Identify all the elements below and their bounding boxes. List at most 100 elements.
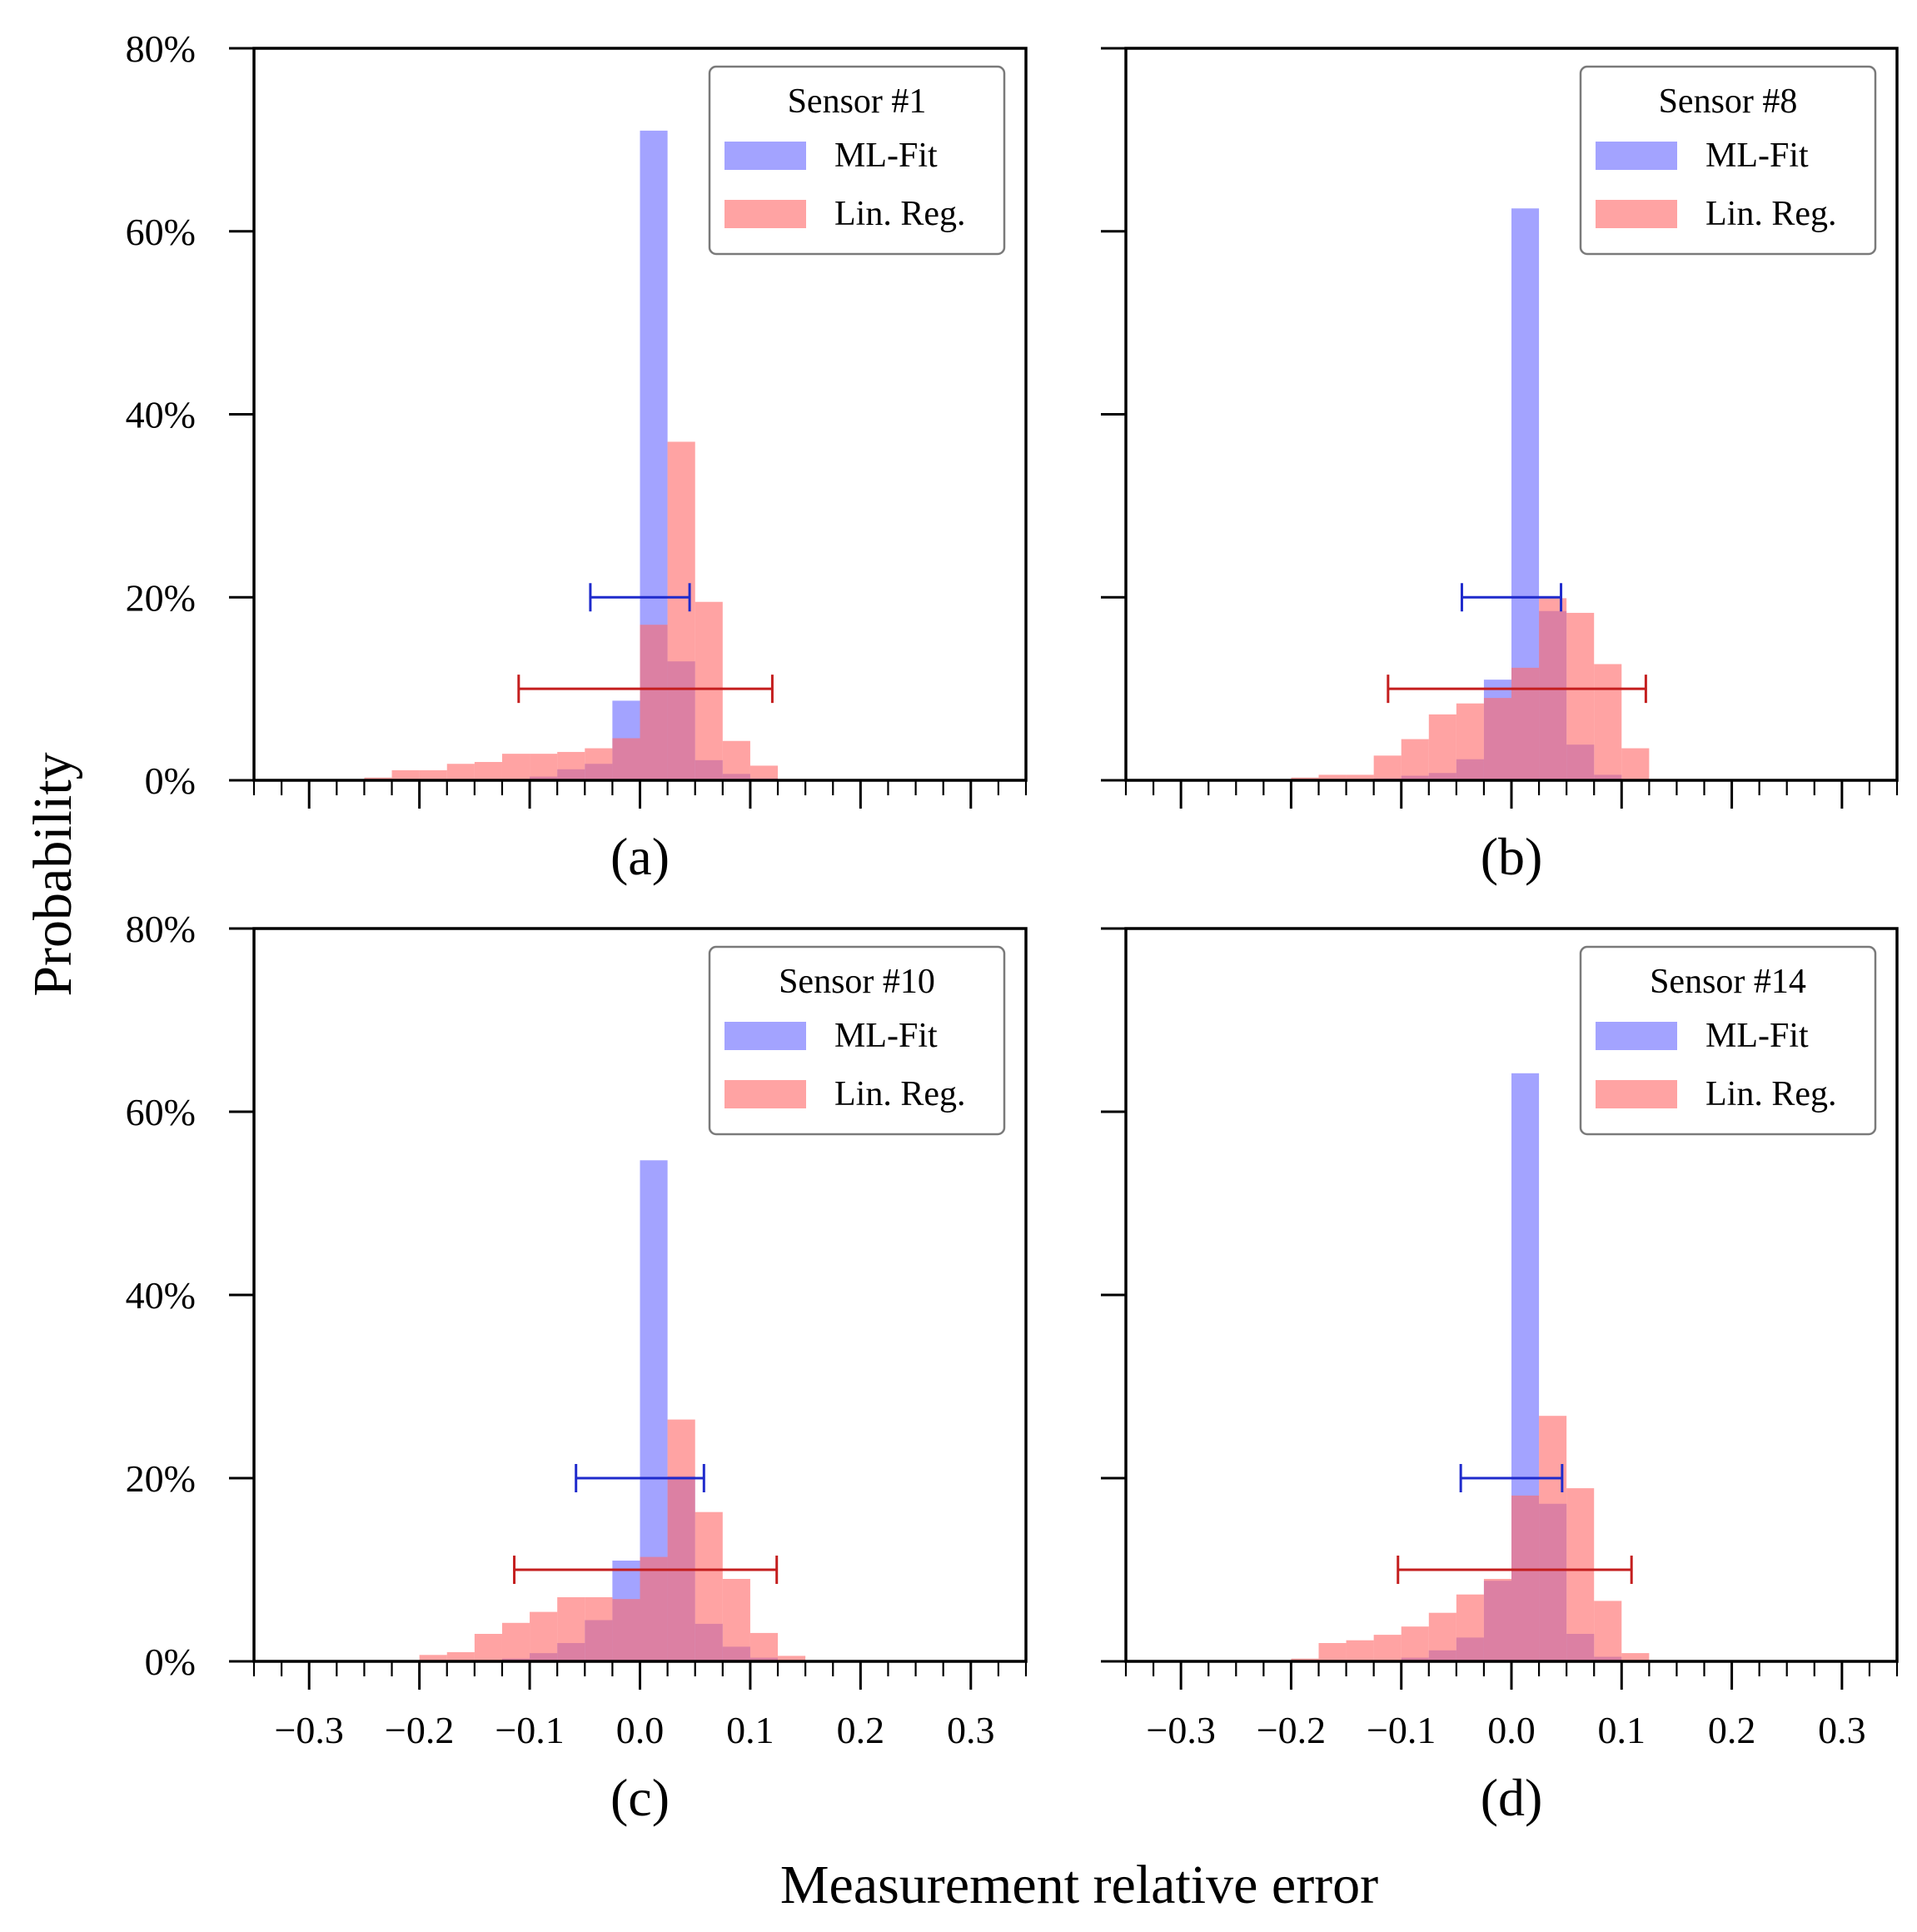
histogram-bar [1483,698,1511,780]
legend-title: Sensor #14 [1650,963,1806,1001]
histogram-bar [695,1511,723,1661]
y-tick-label: 40% [126,394,196,436]
histogram-bar [530,754,558,780]
legend-label: Lin. Reg. [834,195,965,233]
legend-swatch [1596,1080,1677,1108]
y-tick-label: 80% [126,908,196,950]
x-tick-label: 0.3 [1818,1709,1866,1751]
legend-swatch [724,200,806,228]
histogram-bar [1539,1416,1567,1661]
histogram-bar [557,1597,585,1661]
histogram-bar [446,1652,475,1661]
histogram-bar [749,765,779,780]
histogram-bar [1318,1643,1347,1661]
histogram-bar [1428,1612,1456,1661]
histogram-bar [557,751,585,780]
x-tick-label: 0.1 [726,1709,774,1751]
y-tick-label: 20% [126,1457,196,1500]
legend-label: Lin. Reg. [1705,1075,1836,1113]
chart-panel-3: −0.3 −0.2 −0.1 0.0 0.1 0.2 0.3 0% 20% 40% 60% 80% (c… [126,908,1028,1827]
x-tick-label: −0.2 [1257,1709,1326,1751]
legend-label: ML-Fit [1705,1017,1809,1055]
histogram-bar [1594,1601,1622,1661]
x-tick-label: 0.3 [947,1709,995,1751]
x-tick-label: −0.3 [274,1709,343,1751]
histogram-bar [640,625,668,780]
histogram-bar [585,1597,613,1661]
histogram-bar [1621,1653,1650,1661]
histogram-bar [1566,1488,1595,1661]
legend-swatch [724,1022,806,1050]
histogram-bar [640,1556,668,1661]
x-tick-label: 0.0 [1487,1709,1536,1751]
histogram-bar [667,1419,695,1661]
y-tick-label: 20% [126,576,196,619]
histogram-bar [1346,1640,1374,1661]
histogram-bar [1373,755,1402,780]
histogram-bar [749,1632,779,1661]
y-tick-label: 60% [126,211,196,253]
histogram-bar [1456,703,1484,780]
panel-label: (a) [610,827,670,886]
panel-label: (d) [1481,1768,1543,1827]
legend-title: Sensor #10 [779,963,935,1001]
histogram-bar [1428,714,1456,780]
y-tick-label: 40% [126,1274,196,1317]
histogram-bar [1621,748,1650,780]
legend-swatch [724,142,806,170]
histogram-bar [695,601,723,780]
histogram-bar [1594,664,1622,780]
x-tick-label: 0.2 [837,1709,885,1751]
histogram-bar [722,740,750,780]
x-tick-label: 0.2 [1708,1709,1756,1751]
y-tick-label: 0% [145,759,196,802]
histogram-bar [501,1622,530,1661]
legend-swatch [1596,1022,1677,1050]
histogram-bar [667,441,695,780]
histogram-bar [391,769,420,780]
legend-swatch [724,1080,806,1108]
legend-swatch [1596,200,1677,228]
panel-label: (c) [610,1768,670,1827]
histogram-bar [1511,1495,1540,1661]
x-tick-label: −0.1 [495,1709,564,1751]
x-tick-label: 0.0 [616,1709,665,1751]
histogram-bar [1483,1579,1511,1661]
histogram-bar [530,1611,558,1661]
legend-label: ML-Fit [834,137,938,175]
x-tick-label: −0.1 [1367,1709,1436,1751]
panels: 0% 20% 40% 60% 80% (a) Sensor #1 ML-Fit Lin. Reg… [126,27,1899,1827]
legend-swatch [1596,142,1677,170]
histogram-bar [778,1656,806,1661]
legend-label: Lin. Reg. [1705,195,1836,233]
x-tick-label: −0.2 [385,1709,454,1751]
x-axis-title: Measurement relative error [780,1855,1378,1915]
histogram-bar [722,1579,750,1661]
legend-title: Sensor #8 [1659,82,1798,121]
chart-panel-1: 0% 20% 40% 60% 80% (a) Sensor #1 ML-Fit Lin. Reg… [126,27,1028,886]
histogram-bar [446,764,475,780]
histogram-bar [419,769,447,780]
histogram-bar [1346,774,1374,780]
histogram-bar [501,754,530,780]
x-tick-label: −0.3 [1146,1709,1215,1751]
y-axis-title: Probability [22,752,83,996]
chart-panel-2: (b) Sensor #8 ML-Fit Lin. Reg. [1101,47,1899,886]
histogram-bar [585,748,613,780]
y-tick-label: 60% [126,1091,196,1133]
legend-label: ML-Fit [834,1017,938,1055]
histogram-bar [1401,1626,1429,1661]
histogram-bar [612,738,640,780]
chart-panel-4: −0.3 −0.2 −0.1 0.0 0.1 0.2 0.3 (d) Sensor #14 ML-… [1101,927,1899,1827]
histogram-bar [419,1655,447,1661]
histogram-bar [1318,774,1347,780]
histogram-bar [1566,612,1595,780]
legend-title: Sensor #1 [788,82,927,121]
histogram-bar [1373,1635,1402,1661]
x-tick-label: 0.1 [1598,1709,1646,1751]
histogram-bar [474,762,502,780]
y-tick-label: 80% [126,27,196,70]
legend-label: ML-Fit [1705,137,1809,175]
legend-label: Lin. Reg. [834,1075,965,1113]
